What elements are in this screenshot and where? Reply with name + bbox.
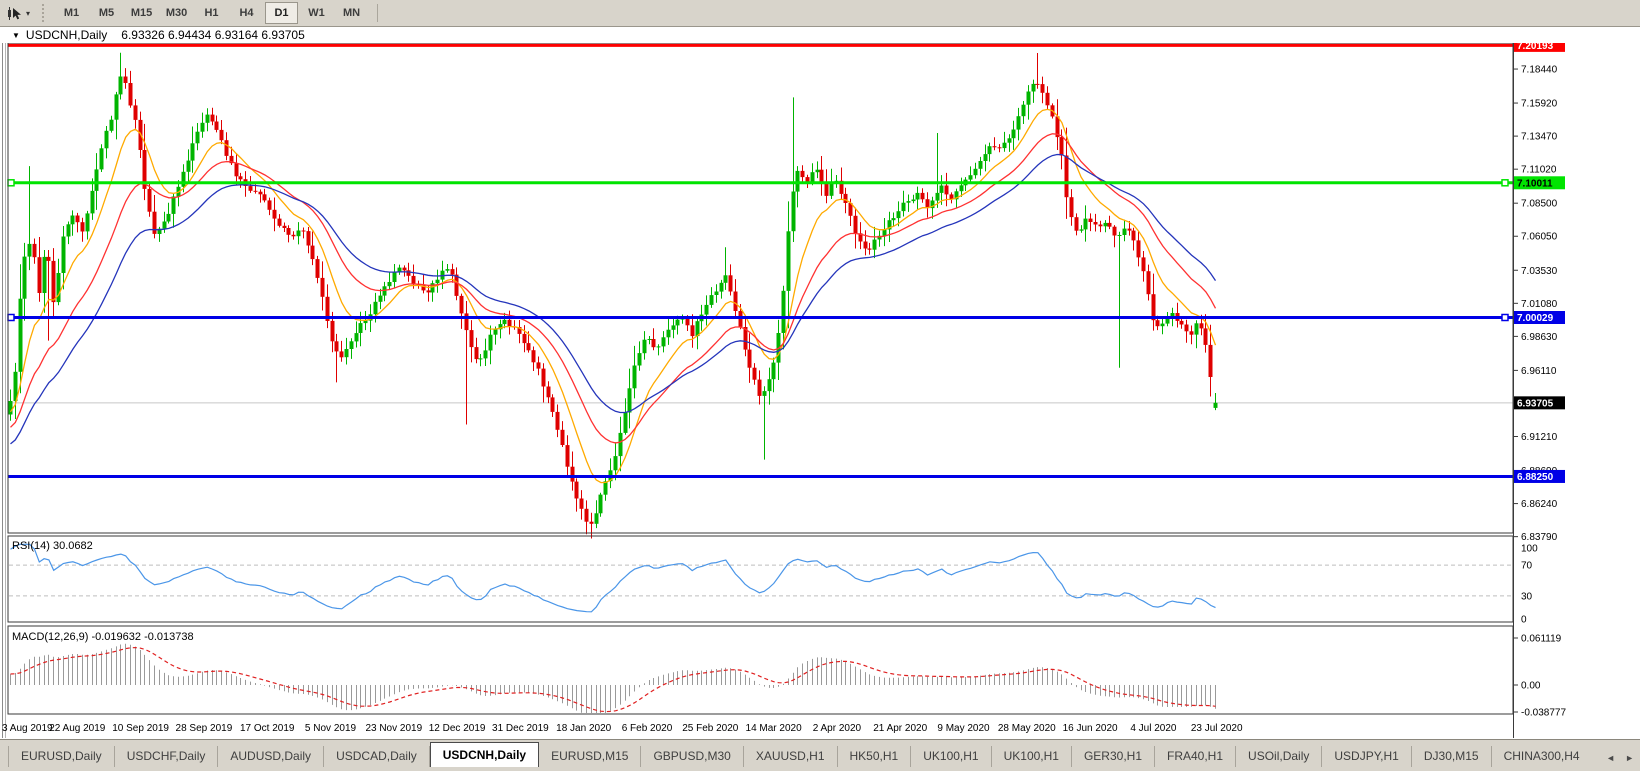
- svg-text:6.96110: 6.96110: [1521, 366, 1557, 377]
- svg-text:-0.038777: -0.038777: [1521, 708, 1566, 719]
- svg-text:23 Jul 2020: 23 Jul 2020: [1191, 723, 1243, 734]
- svg-text:7.11020: 7.11020: [1521, 165, 1557, 176]
- svg-text:100: 100: [1521, 544, 1538, 555]
- svg-text:7.08500: 7.08500: [1521, 199, 1558, 210]
- symbol-tab-uk100-h1[interactable]: UK100,H1: [911, 746, 992, 767]
- chart-cursor-icon: [8, 6, 21, 20]
- svg-text:0.061119: 0.061119: [1521, 634, 1562, 645]
- chart-symbol-title: USDCNH,Daily: [25, 28, 108, 42]
- timeframe-button-h1[interactable]: H1: [204, 7, 219, 19]
- symbol-tab-usdcad-daily[interactable]: USDCAD,Daily: [324, 746, 430, 767]
- symbol-tab-ger30-h1[interactable]: GER30,H1: [1072, 746, 1155, 767]
- symbol-tab-dj30-m15[interactable]: DJ30,M15: [1412, 746, 1492, 767]
- caret-down-icon: ▾: [26, 8, 31, 18]
- svg-text:23 Nov 2019: 23 Nov 2019: [365, 723, 422, 734]
- svg-text:6.86240: 6.86240: [1521, 499, 1558, 510]
- svg-text:6.98630: 6.98630: [1521, 332, 1558, 343]
- svg-text:7.18440: 7.18440: [1521, 65, 1558, 76]
- svg-text:7.15920: 7.15920: [1521, 99, 1558, 110]
- timeframe-button-mn[interactable]: MN: [342, 7, 361, 19]
- svg-text:21 Apr 2020: 21 Apr 2020: [873, 723, 927, 734]
- svg-text:14 Mar 2020: 14 Mar 2020: [746, 723, 803, 734]
- timeframe-button-w1[interactable]: W1: [308, 7, 325, 19]
- svg-text:6.91210: 6.91210: [1521, 432, 1558, 443]
- svg-text:7.13470: 7.13470: [1521, 132, 1558, 143]
- svg-text:31 Dec 2019: 31 Dec 2019: [492, 723, 549, 734]
- symbol-tab-list: EURUSD,Daily USDCHF,Daily AUDUSD,Daily USDC…: [8, 740, 1592, 767]
- timeframe-button-m5[interactable]: M5: [98, 7, 115, 19]
- candlestick-series: [8, 52, 1218, 539]
- timeframe-button-m15[interactable]: M15: [130, 7, 153, 19]
- symbol-tab-eurusd-daily[interactable]: EURUSD,Daily: [8, 746, 115, 767]
- top-toolbar: ▾ M1 M5 M15 M30 H1 H4 D1 W1 MN: [0, 0, 1640, 27]
- resistance-line-price-label: 7.20193: [1517, 41, 1554, 52]
- tab-scroll-left-button[interactable]: ◄: [1606, 753, 1616, 763]
- rsi-line: [10, 543, 1216, 613]
- symbol-tab-usdcnh-daily[interactable]: USDCNH,Daily: [429, 742, 540, 767]
- svg-text:18 Jan 2020: 18 Jan 2020: [556, 723, 611, 734]
- macd-signal-line: [10, 646, 1216, 713]
- timeframe-button-m30[interactable]: M30: [165, 7, 188, 19]
- chart-title-bar: ▼ USDCNH,Daily 6.93326 6.94434 6.93164 6…: [0, 27, 1640, 43]
- support-line-2-price-label: 6.88250: [1517, 472, 1554, 483]
- timeframe-button-m1[interactable]: M1: [63, 7, 80, 19]
- svg-text:6.83790: 6.83790: [1521, 532, 1558, 543]
- svg-text:0.00: 0.00: [1521, 681, 1541, 692]
- symbol-tab-xauusd-h1[interactable]: XAUUSD,H1: [744, 746, 838, 767]
- svg-text:2 Apr 2020: 2 Apr 2020: [813, 723, 862, 734]
- ma-fast-line: [9, 108, 1217, 484]
- toolbar-separator: [377, 4, 379, 22]
- svg-text:7.01080: 7.01080: [1521, 299, 1558, 310]
- symbol-tab-usdjpy-h1[interactable]: USDJPY,H1: [1322, 746, 1412, 767]
- pivot-line-price-label: 7.10011: [1517, 178, 1553, 189]
- svg-text:28 May 2020: 28 May 2020: [998, 723, 1056, 734]
- symbol-tab-bar: EURUSD,Daily USDCHF,Daily AUDUSD,Daily USDC…: [0, 739, 1640, 771]
- toolbar-grip[interactable]: [42, 4, 49, 22]
- rsi-label: RSI(14) 30.0682: [12, 540, 93, 552]
- symbol-tab-uk100-h1[interactable]: UK100,H1: [992, 746, 1072, 767]
- symbol-tab-fra40-h1[interactable]: FRA40,H1: [1155, 746, 1237, 767]
- symbol-tab-china300-h4[interactable]: CHINA300,H4: [1492, 746, 1592, 767]
- symbol-tab-gbpusd-m30[interactable]: GBPUSD,M30: [641, 746, 744, 767]
- timeframe-button-h4[interactable]: H4: [239, 7, 254, 19]
- collapse-chart-icon[interactable]: ▼: [12, 30, 20, 40]
- svg-text:25 Feb 2020: 25 Feb 2020: [682, 723, 739, 734]
- svg-text:9 May 2020: 9 May 2020: [937, 723, 990, 734]
- svg-text:10 Sep 2019: 10 Sep 2019: [112, 723, 169, 734]
- svg-text:22 Aug 2019: 22 Aug 2019: [49, 723, 106, 734]
- tab-scroll-right-button[interactable]: ►: [1625, 753, 1634, 763]
- symbol-tab-eurusd-m15[interactable]: EURUSD,M15: [539, 746, 642, 767]
- price-axis-ticks: 7.208907.184407.159207.134707.110207.085…: [1513, 31, 1558, 543]
- current-price-label: 6.93705: [1517, 398, 1554, 409]
- ma-slow-line: [10, 153, 1217, 445]
- svg-text:28 Sep 2019: 28 Sep 2019: [176, 723, 233, 734]
- svg-text:6 Feb 2020: 6 Feb 2020: [622, 723, 673, 734]
- timeframe-button-d1[interactable]: D1: [265, 2, 299, 24]
- symbol-tab-usoil-daily[interactable]: USOil,Daily: [1236, 746, 1323, 767]
- symbol-tab-hk50-h1[interactable]: HK50,H1: [838, 746, 912, 767]
- macd-label: MACD(12,26,9) -0.019632 -0.013738: [12, 631, 194, 643]
- svg-text:7.06050: 7.06050: [1521, 232, 1558, 243]
- chart-cursor-tool[interactable]: ▾: [4, 4, 33, 23]
- symbol-tab-audusd-daily[interactable]: AUDUSD,Daily: [218, 746, 325, 767]
- symbol-tab-usdchf-daily[interactable]: USDCHF,Daily: [115, 746, 219, 767]
- svg-text:4 Jul 2020: 4 Jul 2020: [1130, 723, 1177, 734]
- svg-text:70: 70: [1521, 561, 1533, 572]
- svg-text:12 Dec 2019: 12 Dec 2019: [429, 723, 486, 734]
- svg-text:30: 30: [1521, 591, 1533, 602]
- svg-text:5 Nov 2019: 5 Nov 2019: [305, 723, 357, 734]
- svg-text:0: 0: [1521, 615, 1527, 626]
- ma-mid-line: [10, 133, 1217, 444]
- svg-text:17 Oct 2019: 17 Oct 2019: [240, 723, 295, 734]
- macd-histogram: [10, 643, 1216, 713]
- timeframe-button-group: M1 M5 M15 M30 H1 H4 D1 W1 MN: [54, 2, 369, 24]
- support-line-1-price-label: 7.00029: [1517, 313, 1554, 324]
- svg-text:7.03530: 7.03530: [1521, 266, 1558, 277]
- svg-text:16 Jun 2020: 16 Jun 2020: [1063, 723, 1118, 734]
- chart-ohlc-values: 6.93326 6.94434 6.93164 6.93705: [121, 28, 305, 42]
- svg-text:3 Aug 2019: 3 Aug 2019: [2, 723, 53, 734]
